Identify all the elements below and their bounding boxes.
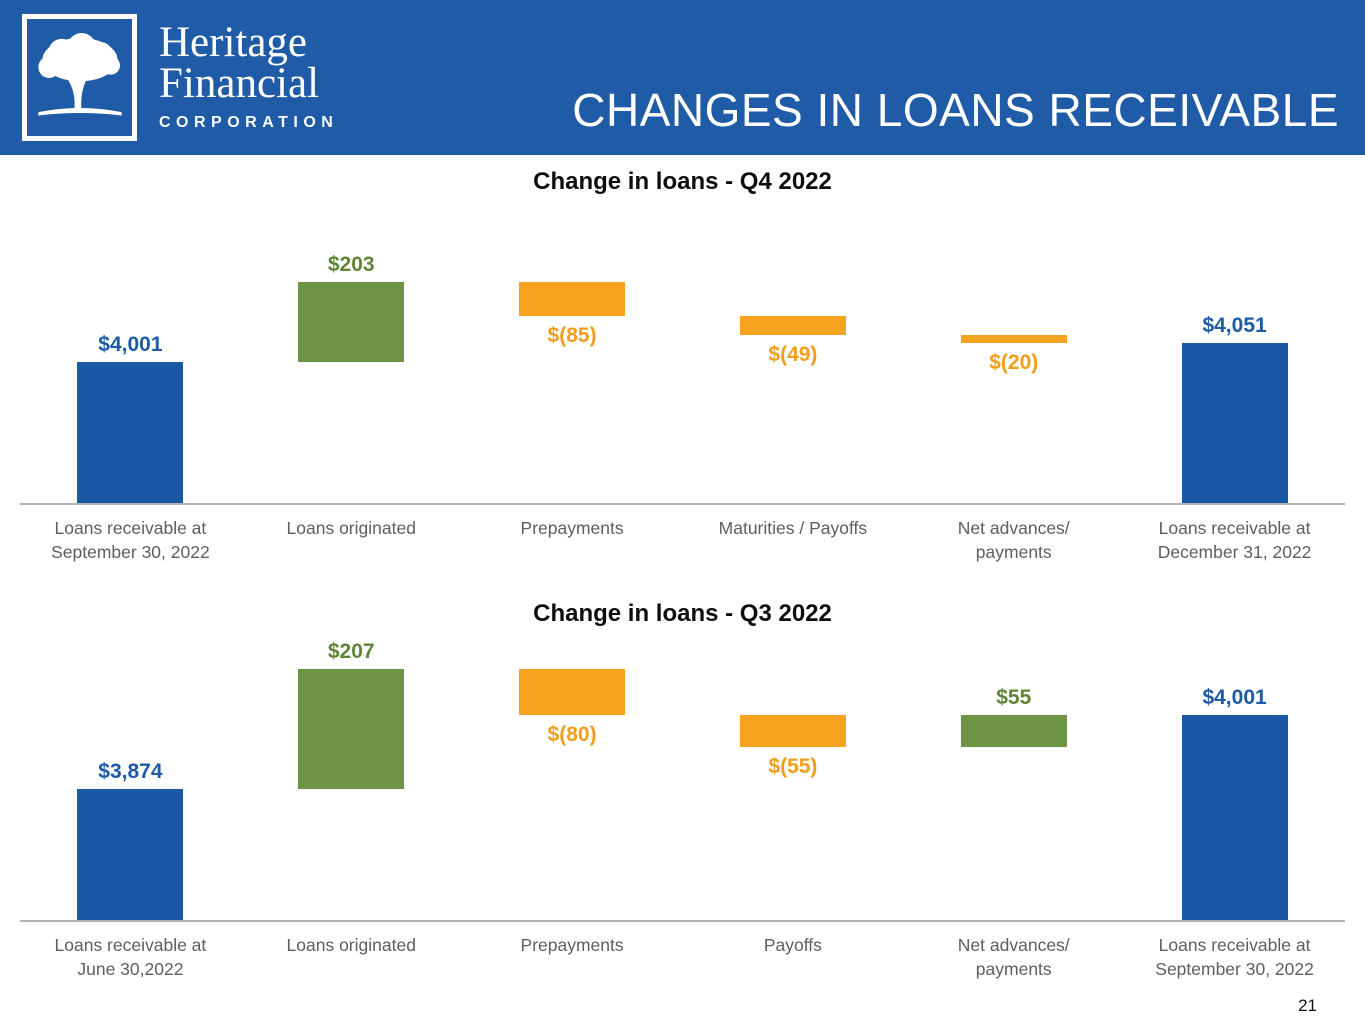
bar-value-label: $4,001 <box>98 332 163 356</box>
bar-value-label: $55 <box>996 686 1032 710</box>
waterfall-columns: $3,874 $207 $(80) $(55) $55 $4,001 <box>20 637 1345 922</box>
waterfall-bar <box>1181 342 1288 505</box>
waterfall-column: $(80) <box>462 637 683 922</box>
category-labels-q3: Loans receivable at June 30,2022 Loans ori… <box>20 922 1345 988</box>
waterfall-column: $(49) <box>682 205 903 505</box>
chart-q3-2022: Change in loans - Q3 2022 $3,874 $207 $(80… <box>0 599 1365 988</box>
category-label: Payoffs <box>763 935 822 955</box>
logo-corporation-label: CORPORATION <box>159 113 339 131</box>
waterfall-column: $203 <box>241 205 462 505</box>
category-label: Loans originated <box>286 935 416 955</box>
x-axis-line <box>20 920 1345 922</box>
bar-value-label: $207 <box>327 639 375 663</box>
waterfall-bar <box>298 668 405 789</box>
waterfall-column: $4,051 <box>1124 205 1345 505</box>
chart-q4-2022: Change in loans - Q4 2022 $4,001 $203 $(85… <box>0 167 1365 571</box>
logo-name-line2: Financial <box>159 60 320 107</box>
company-logo: Heritage Financial CORPORATION <box>22 14 338 141</box>
category-label: Maturities / Payoffs <box>718 518 868 538</box>
waterfall-bar <box>519 668 626 716</box>
bar-value-label: $203 <box>327 252 375 276</box>
category-label: Loans originated <box>286 518 416 538</box>
plot-area-q4: $4,001 $203 $(85) $(49) $(20) $4,051 <box>20 205 1345 505</box>
waterfall-column: $4,001 <box>20 205 241 505</box>
waterfall-bar <box>739 715 846 748</box>
x-axis-line <box>20 503 1345 505</box>
waterfall-column: $3,874 <box>20 637 241 922</box>
category-label: Net advances/payments <box>957 935 1070 979</box>
bar-value-label: $3,874 <box>98 759 163 783</box>
waterfall-column: $(85) <box>462 205 683 505</box>
bar-value-label: $(55) <box>768 755 818 779</box>
category-label: Loans receivable at June 30,2022 <box>54 935 207 979</box>
category-label: Prepayments <box>520 518 624 538</box>
page-number: 21 <box>1298 996 1317 1015</box>
waterfall-bar <box>739 315 846 335</box>
bar-value-label: $(85) <box>547 323 597 347</box>
chart-title-q4: Change in loans - Q4 2022 <box>533 168 832 195</box>
category-label: Loans receivable at September 30, 2022 <box>1155 935 1314 979</box>
bar-value-label: $4,001 <box>1202 686 1267 710</box>
waterfall-columns: $4,001 $203 $(85) $(49) $(20) $4,051 <box>20 205 1345 505</box>
waterfall-column: $55 <box>903 637 1124 922</box>
category-label: Loans receivable at December 31, 2022 <box>1157 518 1312 562</box>
slide-title: CHANGES IN LOANS RECEIVABLE <box>572 84 1339 136</box>
category-label: Prepayments <box>520 935 624 955</box>
waterfall-bar <box>298 282 405 362</box>
waterfall-column: $(55) <box>682 637 903 922</box>
bar-value-label: $(20) <box>989 350 1039 374</box>
waterfall-bar <box>77 789 184 922</box>
waterfall-column: $207 <box>241 637 462 922</box>
waterfall-bar <box>960 715 1067 748</box>
plot-area-q3: $3,874 $207 $(80) $(55) $55 $4,001 <box>20 637 1345 922</box>
waterfall-column: $(20) <box>903 205 1124 505</box>
bar-value-label: $(80) <box>547 723 597 747</box>
bar-value-label: $(49) <box>768 342 818 366</box>
tree-icon <box>22 14 137 141</box>
chart-title-q3: Change in loans - Q3 2022 <box>533 600 832 627</box>
waterfall-bar <box>960 334 1067 343</box>
logo-wordmark: Heritage Financial CORPORATION <box>159 19 339 132</box>
waterfall-column: $4,001 <box>1124 637 1345 922</box>
waterfall-bar <box>519 282 626 316</box>
category-label: Loans receivable at September 30, 2022 <box>51 518 210 562</box>
category-label: Net advances/payments <box>957 518 1070 562</box>
logo-name-line1: Heritage <box>159 19 308 67</box>
waterfall-bar <box>1181 715 1288 922</box>
header-banner: Heritage Financial CORPORATION CHANGES I… <box>0 0 1365 155</box>
bar-value-label: $4,051 <box>1202 313 1267 337</box>
category-labels-q4: Loans receivable at September 30, 2022 Loa… <box>20 505 1345 571</box>
waterfall-bar <box>77 362 184 505</box>
